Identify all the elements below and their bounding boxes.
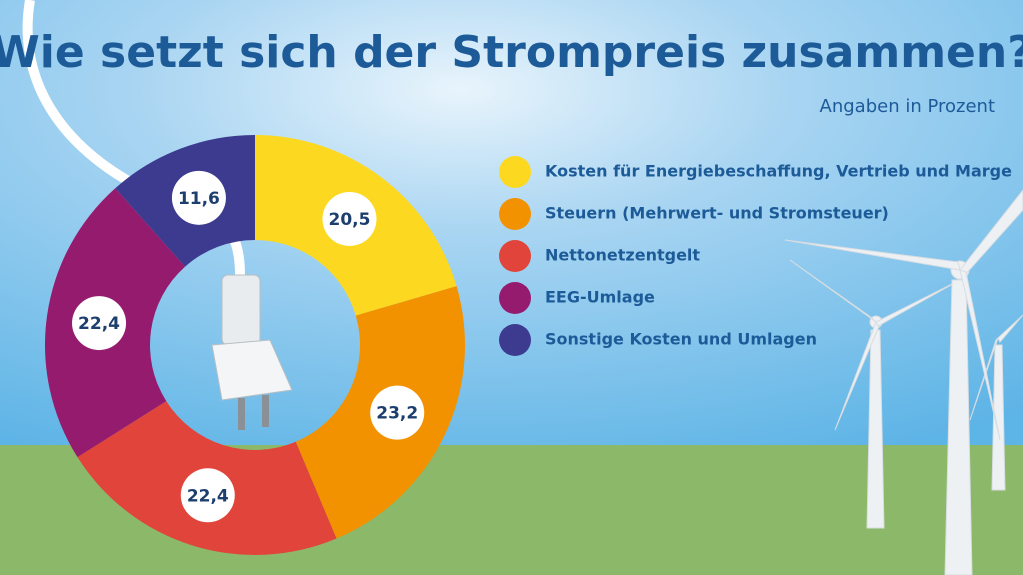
label-badge bbox=[180, 468, 235, 523]
data-label: 22,4 bbox=[187, 486, 229, 506]
label-badge bbox=[171, 170, 226, 225]
data-label: 23,2 bbox=[376, 404, 418, 424]
label-badge bbox=[322, 191, 377, 246]
data-label: 11,6 bbox=[178, 189, 220, 209]
label-badge bbox=[370, 385, 425, 440]
donut: 20,5 23,2 22,4 22,4 11,6 bbox=[44, 135, 466, 555]
legend-label: Kosten für Energiebeschaffung, Vertrieb … bbox=[545, 162, 1012, 181]
chart-title: Wie setzt sich der Strompreis zusammen? bbox=[0, 27, 1023, 78]
legend-swatch bbox=[499, 324, 531, 356]
plug bbox=[211, 274, 293, 430]
legend-swatch bbox=[499, 282, 531, 314]
legend-label: Steuern (Mehrwert- und Stromsteuer) bbox=[545, 204, 889, 223]
data-label: 22,4 bbox=[78, 314, 120, 334]
legend-swatch bbox=[499, 156, 531, 188]
legend-swatch bbox=[499, 198, 531, 230]
legend-label: Nettonetzentgelt bbox=[545, 246, 700, 265]
data-label: 20,5 bbox=[329, 210, 371, 230]
legend-label: Sonstige Kosten und Umlagen bbox=[545, 330, 817, 349]
legend-label: EEG-Umlage bbox=[545, 288, 655, 307]
label-badge bbox=[72, 296, 127, 351]
legend: Kosten für Energiebeschaffung, Vertrieb … bbox=[499, 156, 1012, 356]
legend-swatch bbox=[499, 240, 531, 272]
wind-turbines bbox=[784, 189, 1023, 575]
chart-subtitle: Angaben in Prozent bbox=[820, 96, 995, 117]
